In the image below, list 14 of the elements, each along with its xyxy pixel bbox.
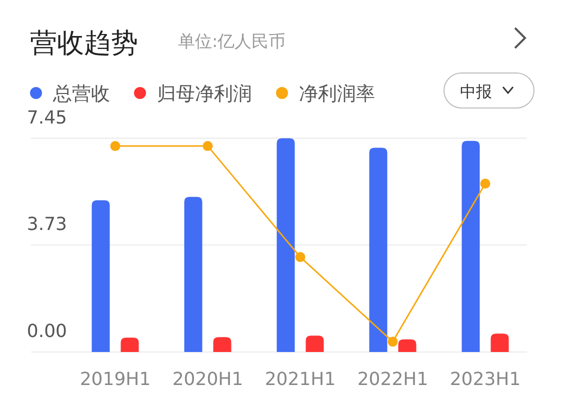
x-tick-label: 2022H1: [357, 369, 428, 390]
y-tick-label: 7.45: [26, 107, 67, 128]
chart-title: 营收趋势: [30, 28, 138, 59]
text: 中报: [460, 82, 492, 101]
legend-label: 净利润率: [299, 83, 375, 105]
y-tick-label: 0.00: [26, 321, 67, 342]
legend-label: 归母净利润: [157, 83, 252, 105]
x-tick-label: 2020H1: [172, 369, 244, 390]
x-tick-label: 2019H1: [80, 369, 151, 390]
legend-label: 总营收: [52, 83, 110, 105]
chart-subtitle: 单位:亿人民币: [178, 32, 286, 52]
y-tick-label: 3.73: [26, 214, 67, 236]
x-tick-label: 2023H1: [450, 369, 521, 390]
x-tick-label: 2021H1: [264, 369, 336, 390]
